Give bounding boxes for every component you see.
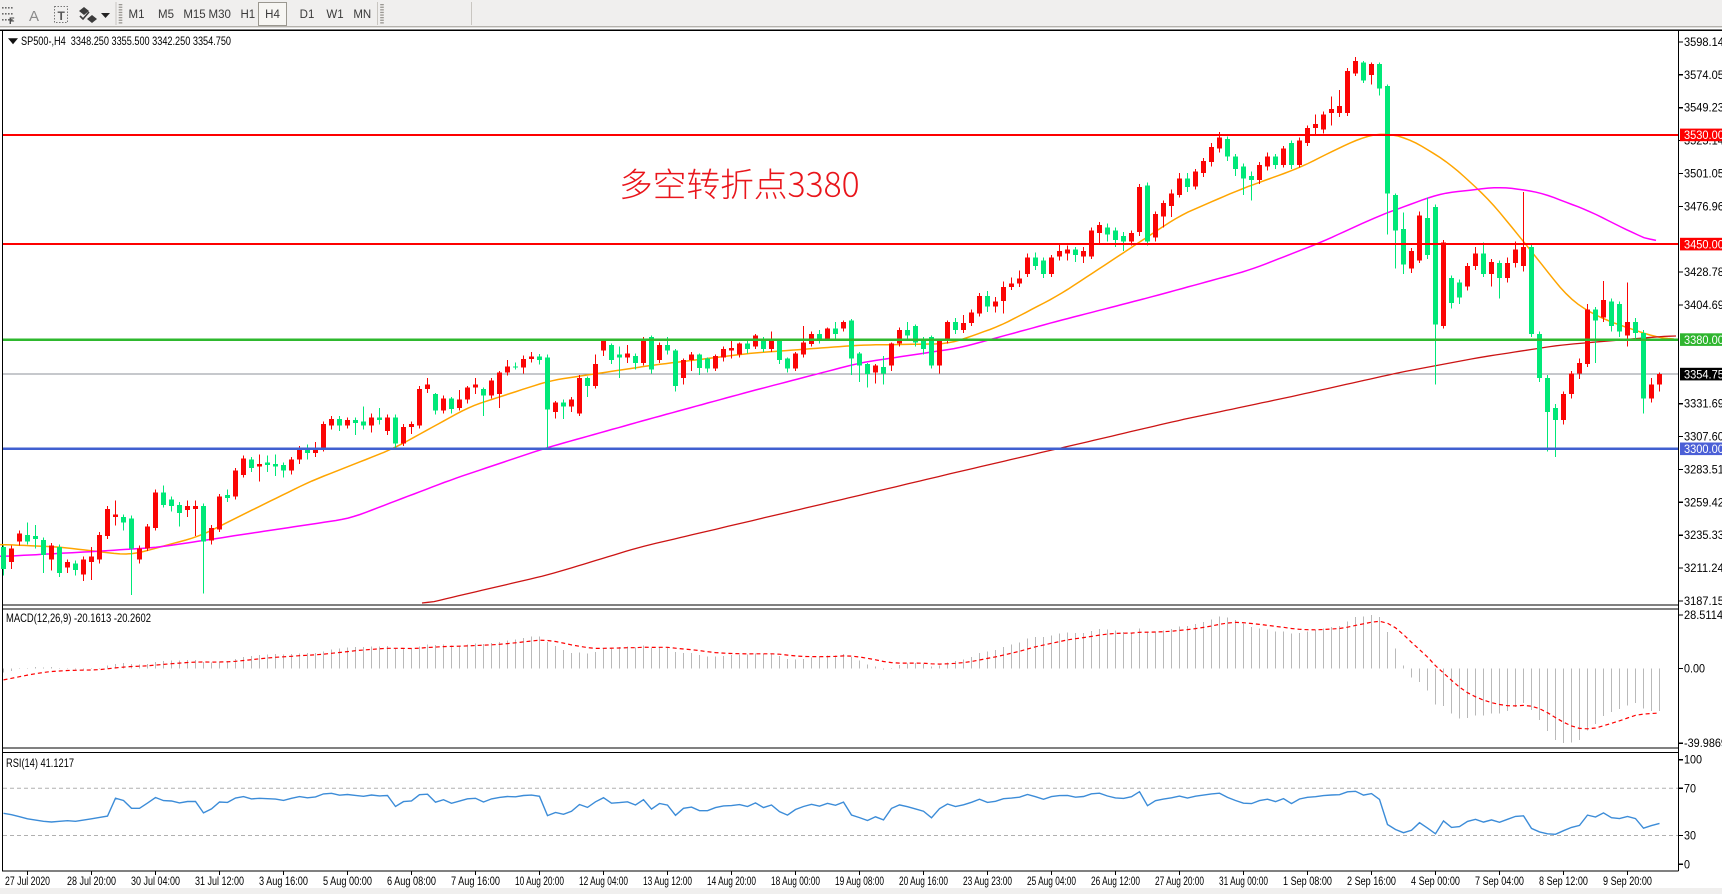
svg-text:30: 30 [1684, 830, 1696, 843]
svg-text:14 Aug 20:00: 14 Aug 20:00 [707, 875, 756, 888]
svg-text:27 Jul 2020: 27 Jul 2020 [5, 875, 50, 888]
svg-text:3476.960: 3476.960 [1684, 200, 1722, 213]
svg-text:19 Aug 08:00: 19 Aug 08:00 [835, 875, 884, 888]
svg-text:W1: W1 [326, 9, 343, 21]
svg-text:-39.9869: -39.9869 [1684, 737, 1722, 750]
svg-text:3549.230: 3549.230 [1684, 102, 1722, 115]
svg-text:H4: H4 [265, 9, 280, 21]
svg-text:31 Aug 00:00: 31 Aug 00:00 [1219, 875, 1268, 888]
svg-text:12 Aug 04:00: 12 Aug 04:00 [579, 875, 628, 888]
svg-text:D1: D1 [300, 9, 315, 21]
svg-text:3354.750: 3354.750 [1684, 368, 1722, 381]
svg-text:2 Sep 16:00: 2 Sep 16:00 [1347, 875, 1396, 888]
svg-text:4 Sep 00:00: 4 Sep 00:00 [1411, 875, 1460, 888]
svg-text:28 Jul 20:00: 28 Jul 20:00 [67, 875, 116, 888]
svg-text:SP500-,H4 3348.250 3355.500 3: SP500-,H4 3348.250 3355.500 3342.250 335… [21, 34, 231, 48]
svg-text:T: T [58, 9, 66, 23]
svg-text:18 Aug 00:00: 18 Aug 00:00 [771, 875, 820, 888]
svg-text:28.5114: 28.5114 [1684, 609, 1722, 622]
svg-text:MACD(12,26,9) -20.1613 -20.260: MACD(12,26,9) -20.1613 -20.2602 [6, 612, 151, 625]
svg-text:5 Aug 00:00: 5 Aug 00:00 [323, 875, 372, 888]
svg-text:3428.780: 3428.780 [1684, 266, 1722, 279]
svg-text:8 Sep 12:00: 8 Sep 12:00 [1539, 875, 1588, 888]
svg-text:26 Aug 12:00: 26 Aug 12:00 [1091, 875, 1140, 888]
svg-text:3450.000: 3450.000 [1684, 238, 1722, 251]
svg-text:3 Aug 16:00: 3 Aug 16:00 [259, 875, 308, 888]
svg-text:M15: M15 [183, 9, 205, 21]
svg-text:3211.240: 3211.240 [1684, 562, 1722, 575]
svg-text:M1: M1 [129, 9, 145, 21]
svg-text:3404.690: 3404.690 [1684, 299, 1722, 312]
svg-text:30 Jul 04:00: 30 Jul 04:00 [131, 875, 180, 888]
svg-text:3331.690: 3331.690 [1684, 398, 1722, 411]
svg-text:3300.000: 3300.000 [1684, 443, 1722, 456]
svg-text:7 Aug 16:00: 7 Aug 16:00 [451, 875, 500, 888]
svg-text:70: 70 [1684, 782, 1696, 795]
svg-text:6 Aug 08:00: 6 Aug 08:00 [387, 875, 436, 888]
svg-text:0.00: 0.00 [1684, 663, 1705, 676]
svg-text:A: A [29, 8, 39, 25]
svg-text:23 Aug 23:00: 23 Aug 23:00 [963, 875, 1012, 888]
svg-text:3530.000: 3530.000 [1684, 129, 1722, 142]
svg-text:3307.600: 3307.600 [1684, 431, 1722, 444]
svg-text:25 Aug 04:00: 25 Aug 04:00 [1027, 875, 1076, 888]
svg-text:3235.330: 3235.330 [1684, 529, 1722, 542]
svg-text:H1: H1 [240, 9, 255, 21]
svg-text:31 Jul 12:00: 31 Jul 12:00 [195, 875, 244, 888]
svg-text:F: F [9, 16, 15, 26]
svg-text:M5: M5 [158, 9, 174, 21]
svg-text:MN: MN [353, 9, 371, 21]
svg-text:0: 0 [1684, 858, 1690, 871]
svg-text:27 Aug 20:00: 27 Aug 20:00 [1155, 875, 1204, 888]
svg-text:3598.140: 3598.140 [1684, 36, 1722, 49]
svg-text:3187.150: 3187.150 [1684, 595, 1722, 608]
svg-text:3259.420: 3259.420 [1684, 496, 1722, 509]
svg-text:3283.510: 3283.510 [1684, 464, 1722, 477]
svg-text:10 Aug 20:00: 10 Aug 20:00 [515, 875, 564, 888]
svg-text:3380.000: 3380.000 [1684, 334, 1722, 347]
svg-text:M30: M30 [209, 9, 231, 21]
svg-text:3501.050: 3501.050 [1684, 168, 1722, 181]
svg-text:RSI(14) 41.1217: RSI(14) 41.1217 [6, 757, 74, 770]
svg-text:1 Sep 08:00: 1 Sep 08:00 [1283, 875, 1332, 888]
svg-text:3574.050: 3574.050 [1684, 69, 1722, 82]
svg-text:9 Sep 20:00: 9 Sep 20:00 [1603, 875, 1652, 888]
svg-text:7 Sep 04:00: 7 Sep 04:00 [1475, 875, 1524, 888]
svg-text:100: 100 [1684, 754, 1702, 767]
svg-text:13 Aug 12:00: 13 Aug 12:00 [643, 875, 692, 888]
svg-text:20 Aug 16:00: 20 Aug 16:00 [899, 875, 948, 888]
